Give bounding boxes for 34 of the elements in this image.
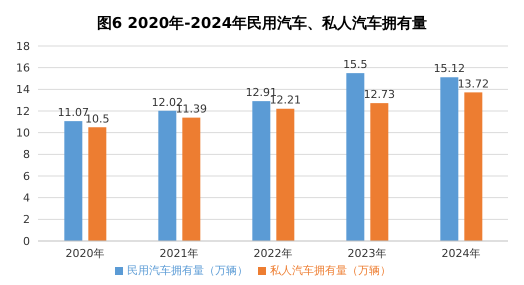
bar	[440, 77, 458, 241]
x-tick-label: 2021年	[160, 246, 198, 260]
y-tick-label: 18	[16, 40, 30, 53]
bar	[64, 121, 82, 241]
y-tick-label: 0	[23, 234, 30, 248]
y-tick-label: 14	[16, 83, 30, 96]
bar	[252, 101, 270, 241]
y-tick-label: 16	[16, 62, 30, 75]
y-tick-label: 4	[23, 192, 30, 205]
bar	[158, 110, 176, 241]
y-tick-label: 12	[16, 104, 30, 118]
y-tick-label: 6	[23, 170, 30, 183]
x-tick-label: 2024年	[442, 246, 480, 260]
bar	[346, 73, 364, 241]
x-tick-label: 2023年	[348, 246, 386, 260]
bar	[182, 118, 200, 241]
data-label: 15.12	[434, 62, 466, 76]
y-tick-label: 10	[16, 126, 30, 140]
legend-label: 私人汽车拥有量（万辆）	[270, 264, 391, 277]
bar	[464, 92, 482, 241]
legend-label: 民用汽车拥有量（万辆）	[127, 264, 248, 277]
data-label: 12.73	[364, 88, 396, 102]
data-label: 15.5	[343, 58, 368, 72]
chart-title: 图6 2020年-2024年民用汽车、私人汽车拥有量	[96, 13, 428, 34]
y-tick-label: 2	[23, 213, 30, 226]
y-tick-label: 8	[23, 148, 30, 162]
data-label: 13.72	[458, 77, 490, 90]
data-label: 12.21	[270, 94, 302, 107]
x-tick-label: 2022年	[254, 246, 292, 260]
x-tick-label: 2020年	[66, 246, 104, 260]
data-label: 11.39	[176, 102, 208, 116]
bar	[88, 127, 106, 241]
bar	[276, 108, 294, 241]
bar	[370, 103, 388, 241]
